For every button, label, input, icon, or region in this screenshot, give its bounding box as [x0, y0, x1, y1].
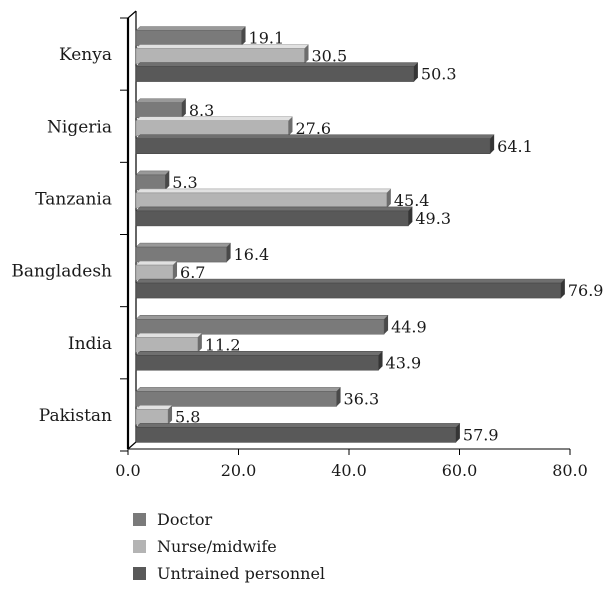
data-label: 49.3	[415, 209, 451, 228]
bar-side-face	[304, 44, 309, 64]
category-label: Nigeria	[47, 117, 112, 137]
bar-top-face	[135, 278, 566, 284]
category-label: Tanzania	[35, 189, 112, 209]
legend-label: Doctor	[157, 510, 212, 529]
bar	[135, 409, 169, 425]
data-label: 5.8	[175, 407, 200, 426]
bar	[135, 192, 388, 209]
x-tick-label: 80.0	[552, 461, 588, 480]
bar-side-face	[560, 279, 565, 299]
bar-top-face	[135, 351, 384, 356]
data-label: 76.9	[568, 281, 604, 300]
bar	[135, 355, 379, 371]
bar-side-face	[336, 387, 341, 407]
bar-top-face	[135, 260, 178, 266]
bar	[135, 337, 199, 353]
bar-side-face	[226, 243, 231, 263]
bar-top-face	[135, 62, 419, 67]
bar	[135, 246, 227, 263]
category-label: Pakistan	[39, 406, 112, 426]
data-label: 5.3	[172, 173, 197, 192]
bar-side-face	[173, 261, 178, 281]
legend-swatch	[133, 513, 146, 526]
bar-side-face	[288, 116, 293, 136]
bar-side-face	[455, 423, 460, 443]
axis-bottom-connector	[127, 441, 137, 450]
category-label: Bangladesh	[11, 262, 112, 282]
bar-side-face	[241, 26, 246, 46]
bar	[135, 427, 457, 443]
bar	[135, 138, 491, 154]
axis-top-connector	[127, 10, 137, 19]
bar-side-face	[386, 188, 391, 208]
data-label: 44.9	[391, 317, 427, 336]
data-label: 19.1	[249, 29, 285, 48]
bar-top-face	[135, 423, 461, 428]
data-label: 27.6	[295, 119, 331, 138]
data-label: 6.7	[180, 263, 205, 282]
bar	[135, 282, 562, 299]
category-label: Kenya	[59, 45, 112, 65]
bar-top-face	[135, 134, 495, 139]
bar-side-face	[168, 405, 173, 425]
bar	[135, 319, 385, 335]
bar	[135, 264, 174, 281]
bar-top-face	[135, 170, 170, 176]
bar-top-face	[135, 315, 389, 320]
bar	[135, 48, 305, 64]
bar-top-face	[135, 26, 247, 31]
bar	[135, 120, 289, 136]
legend-label: Nurse/midwife	[157, 537, 277, 556]
data-label: 8.3	[189, 101, 214, 120]
data-label: 43.9	[386, 353, 422, 372]
bar	[135, 102, 183, 118]
bar	[135, 210, 409, 227]
category-label: India	[68, 334, 112, 354]
bar-side-face	[197, 333, 202, 353]
x-tick-label: 20.0	[221, 461, 257, 480]
data-label: 45.4	[394, 191, 430, 210]
bar-top-face	[135, 387, 342, 392]
bar-top-face	[135, 405, 173, 410]
data-label: 64.1	[497, 137, 533, 156]
bar-top-face	[135, 188, 392, 194]
bar-side-face	[378, 351, 383, 371]
data-label: 30.5	[312, 47, 348, 66]
bar	[135, 66, 415, 82]
bar	[135, 174, 166, 191]
bar-side-face	[384, 315, 389, 335]
data-label: 50.3	[421, 65, 457, 84]
legend-swatch	[133, 540, 146, 553]
bar-top-face	[135, 98, 187, 103]
bar-side-face	[165, 170, 170, 190]
x-tick-label: 40.0	[331, 461, 367, 480]
bar	[135, 30, 242, 46]
legend-label: Untrained personnel	[157, 564, 325, 583]
bar-side-face	[413, 62, 418, 82]
bar-top-face	[135, 242, 232, 248]
data-label: 16.4	[234, 245, 270, 264]
bar-top-face	[135, 116, 294, 121]
data-label: 11.2	[205, 335, 241, 354]
data-label: 36.3	[344, 389, 380, 408]
x-tick-label: 60.0	[442, 461, 478, 480]
x-tick-label: 0.0	[115, 461, 140, 480]
bar-top-face	[135, 206, 413, 212]
bar-top-face	[135, 44, 310, 49]
bar-side-face	[490, 134, 495, 154]
bar-top-face	[135, 333, 203, 338]
bar	[135, 391, 337, 407]
data-label: 57.9	[463, 425, 499, 444]
bar-side-face	[181, 98, 186, 118]
bar-side-face	[408, 206, 413, 226]
legend-swatch	[133, 567, 146, 580]
